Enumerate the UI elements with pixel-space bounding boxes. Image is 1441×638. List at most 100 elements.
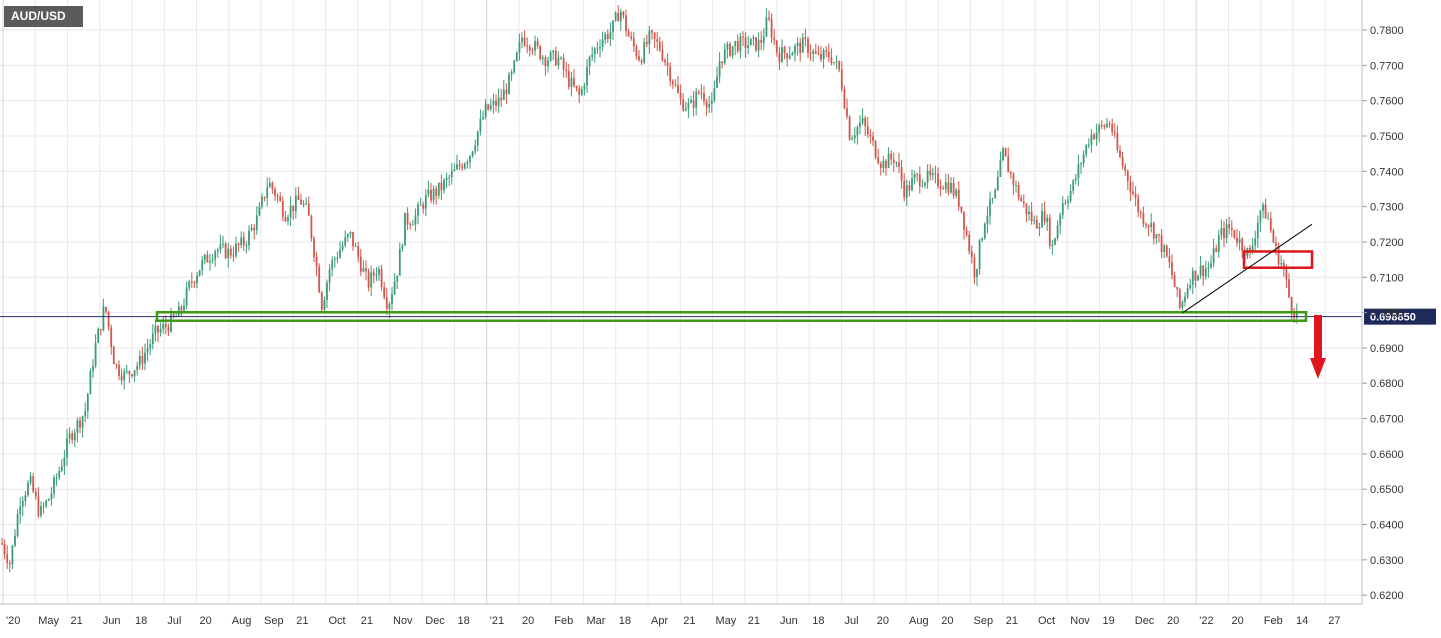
candle-body bbox=[393, 281, 396, 295]
candle-body bbox=[859, 122, 861, 128]
candle-body bbox=[970, 251, 973, 258]
candle-body bbox=[307, 203, 310, 216]
candle-body bbox=[190, 281, 193, 283]
candle-body bbox=[523, 37, 526, 46]
candle-body bbox=[939, 186, 942, 189]
x-tick-label: 20 bbox=[877, 615, 889, 627]
x-tick-label: Nov bbox=[393, 615, 413, 627]
candle-body bbox=[1290, 297, 1293, 312]
candle-body bbox=[47, 499, 50, 501]
candle-body bbox=[625, 15, 627, 32]
candle-body bbox=[937, 173, 939, 187]
candle-body bbox=[903, 180, 906, 198]
candle-body bbox=[986, 215, 989, 224]
x-tick-label: Mar bbox=[587, 615, 606, 627]
candle-body bbox=[422, 204, 425, 209]
candle-body bbox=[362, 268, 365, 272]
candle-body bbox=[1173, 275, 1176, 287]
candle-body bbox=[328, 269, 331, 283]
candle-body bbox=[1163, 245, 1166, 252]
candle-body bbox=[908, 185, 911, 191]
candle-body bbox=[1184, 296, 1186, 302]
candle-body bbox=[50, 493, 53, 500]
candle-body bbox=[1082, 154, 1085, 164]
candle-body bbox=[1017, 184, 1020, 198]
candle-body bbox=[801, 37, 804, 53]
candle-body bbox=[1033, 219, 1036, 221]
x-tick-label: 27 bbox=[1328, 615, 1340, 627]
candle-body bbox=[240, 237, 243, 246]
candle-body bbox=[827, 51, 830, 58]
candle-body bbox=[203, 254, 206, 261]
candle-body bbox=[487, 104, 490, 110]
candle-body bbox=[1126, 170, 1129, 182]
candle-body bbox=[557, 57, 560, 66]
candle-body bbox=[848, 116, 851, 140]
candle-body bbox=[1186, 287, 1189, 297]
candle-body bbox=[1129, 181, 1132, 192]
candle-body bbox=[14, 535, 16, 546]
candle-body bbox=[482, 116, 484, 119]
candle-body bbox=[934, 173, 937, 175]
x-tick-label: Oct bbox=[1038, 615, 1055, 627]
candle-body bbox=[1077, 164, 1080, 179]
candle-body bbox=[656, 39, 659, 42]
candle-body bbox=[627, 31, 630, 37]
candle-body bbox=[1015, 184, 1017, 186]
candle-body bbox=[586, 66, 588, 86]
candle-body bbox=[92, 366, 94, 371]
candle-body bbox=[209, 260, 211, 263]
candle-body bbox=[786, 53, 789, 59]
candle-body bbox=[981, 238, 984, 241]
x-tick-label: 21 bbox=[1006, 615, 1018, 627]
candle-body bbox=[929, 170, 932, 176]
candle-body bbox=[1028, 211, 1030, 215]
candle-body bbox=[6, 554, 9, 564]
candle-body bbox=[599, 46, 601, 49]
candle-body bbox=[952, 182, 955, 196]
candle-body bbox=[606, 34, 609, 39]
candle-body bbox=[479, 118, 482, 132]
candle-body bbox=[736, 41, 739, 52]
candle-body bbox=[1259, 210, 1262, 223]
y-tick-label: 0.7200 bbox=[1370, 237, 1404, 249]
candle-body bbox=[791, 53, 794, 56]
candle-body bbox=[1139, 211, 1142, 213]
candle-body bbox=[942, 188, 945, 190]
candle-body bbox=[905, 185, 908, 198]
candle-body bbox=[1145, 223, 1147, 226]
candle-body bbox=[814, 51, 817, 54]
candle-body bbox=[138, 355, 141, 366]
candle-body bbox=[788, 55, 791, 59]
x-tick-label: 19 bbox=[1103, 615, 1115, 627]
candle-body bbox=[346, 234, 349, 238]
candle-body bbox=[947, 182, 950, 193]
candle-body bbox=[830, 57, 833, 64]
candle-body bbox=[151, 333, 154, 345]
candle-body bbox=[843, 88, 846, 109]
candle-body bbox=[978, 240, 981, 270]
candle-body bbox=[1116, 133, 1119, 150]
candle-body bbox=[536, 41, 539, 47]
candle-body bbox=[193, 282, 196, 284]
candle-body bbox=[580, 89, 583, 95]
candle-body bbox=[1, 543, 3, 545]
candle-body bbox=[807, 38, 809, 54]
candle-body bbox=[1210, 263, 1212, 268]
candle-body bbox=[1282, 263, 1285, 270]
candle-body bbox=[614, 12, 617, 21]
candle-body bbox=[726, 43, 729, 50]
candle-body bbox=[617, 12, 620, 22]
candle-body bbox=[34, 491, 37, 497]
x-tick-label: 21 bbox=[296, 615, 308, 627]
candle-body bbox=[84, 410, 87, 417]
candle-body bbox=[1212, 248, 1215, 264]
x-tick-label: '22 bbox=[1199, 615, 1213, 627]
candle-body bbox=[141, 355, 144, 364]
candle-body bbox=[149, 344, 152, 349]
candle-body bbox=[1267, 218, 1270, 220]
candle-body bbox=[804, 37, 807, 39]
candle-body bbox=[1158, 234, 1160, 236]
candle-body bbox=[817, 53, 820, 55]
